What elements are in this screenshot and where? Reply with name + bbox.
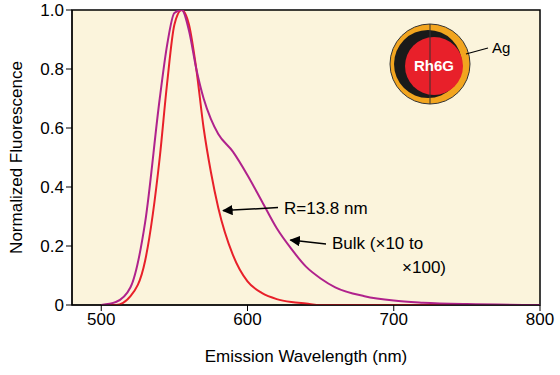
svg-text:Emission Wavelength (nm): Emission Wavelength (nm) [205, 347, 408, 366]
svg-text:0.4: 0.4 [40, 178, 64, 197]
svg-text:600: 600 [233, 310, 261, 329]
svg-text:0.6: 0.6 [40, 119, 64, 138]
svg-text:R=13.8 nm: R=13.8 nm [284, 199, 368, 218]
svg-text:Normalized Fluorescence: Normalized Fluorescence [7, 61, 26, 254]
svg-text:0: 0 [55, 296, 64, 315]
svg-text:800: 800 [526, 310, 554, 329]
svg-text:0.8: 0.8 [40, 60, 64, 79]
svg-text:Rh6G: Rh6G [414, 57, 454, 74]
svg-text:Ag: Ag [492, 39, 510, 56]
svg-text:×100): ×100) [402, 258, 446, 277]
svg-text:700: 700 [380, 310, 408, 329]
svg-text:500: 500 [87, 310, 115, 329]
svg-text:Bulk (×10 to: Bulk (×10 to [332, 234, 423, 253]
svg-text:0.2: 0.2 [40, 237, 64, 256]
svg-text:1.0: 1.0 [40, 1, 64, 20]
